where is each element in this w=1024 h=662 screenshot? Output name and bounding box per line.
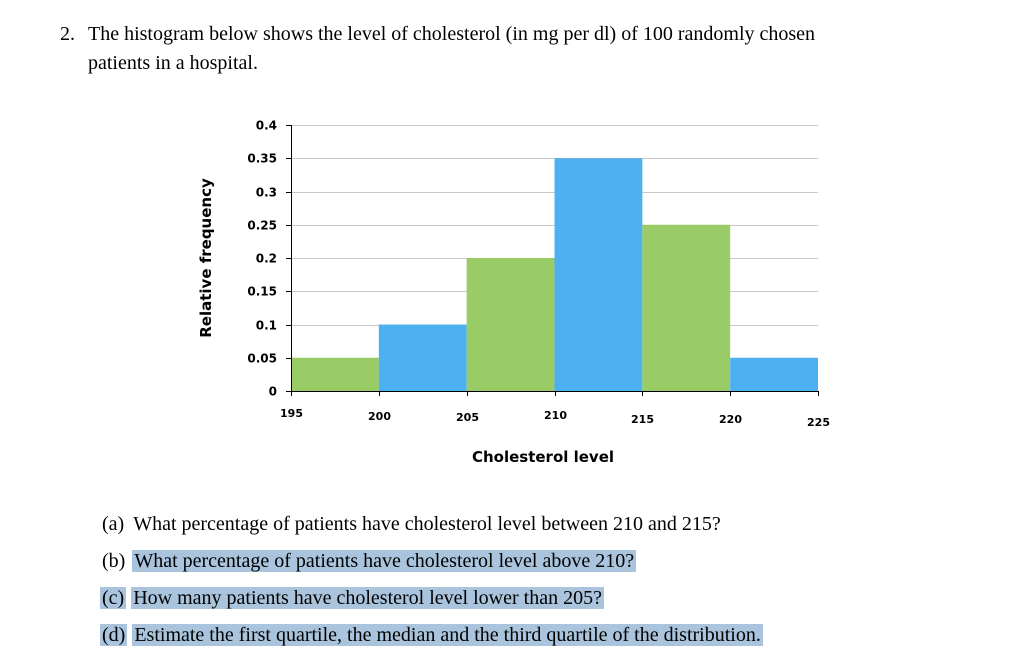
- x-tick-label: 200: [368, 410, 391, 423]
- y-axis-label: Relative frequency: [197, 178, 215, 338]
- chart-axes: [286, 125, 819, 396]
- question-line-1: The histogram below shows the level of c…: [88, 23, 816, 45]
- histogram-bar: [378, 324, 467, 391]
- subquestion-a-text: What percentage of patients have cholest…: [133, 513, 721, 535]
- tick-labels: 0 0.05 0.1 0.15 0.2 0.25 0.3 0.35 0.4 195 200 205 21…: [247, 119, 830, 430]
- question-line-2: patients in a hospital.: [88, 52, 258, 74]
- histogram-chart: 0 0.05 0.1 0.15 0.2 0.25 0.3 0.35 0.4 195 200 205 21…: [197, 119, 830, 467]
- y-tick-label: 0.35: [247, 152, 277, 166]
- y-tick-label: 0.05: [247, 352, 277, 366]
- y-tick-label: 0.2: [256, 252, 277, 266]
- subquestion-a: (a) What percentage of patients have cho…: [100, 510, 723, 538]
- histogram-bars: [291, 158, 818, 391]
- subquestion-a-label: (a): [102, 513, 125, 535]
- subquestion-c-label: (c): [100, 587, 127, 609]
- x-tick-label: 215: [631, 413, 654, 426]
- y-tick-label: 0: [269, 385, 277, 399]
- y-tick-label: 0.1: [256, 319, 277, 333]
- x-tick-label: 195: [280, 407, 303, 420]
- question-number: 2.: [60, 23, 75, 45]
- question-text: 2. The histogram below shows the level of…: [60, 20, 980, 78]
- x-tick-label: 220: [719, 413, 742, 426]
- histogram-bar: [291, 357, 379, 391]
- subquestion-b-label: (b): [102, 550, 126, 572]
- subquestion-d: (d) Estimate the first quartile, the med…: [100, 621, 763, 649]
- histogram-bar: [642, 224, 731, 391]
- subquestion-b-text: What percentage of patients have cholest…: [132, 550, 637, 572]
- y-tick-label: 0.15: [247, 285, 277, 299]
- x-tick-label: 205: [456, 411, 479, 424]
- x-axis-label: Cholesterol level: [472, 448, 614, 466]
- subquestion-c-text: How many patients have cholesterol level…: [131, 587, 604, 609]
- subquestion-b: (b) What percentage of patients have cho…: [100, 547, 637, 575]
- subquestion-c: (c) How many patients have cholesterol l…: [100, 584, 604, 612]
- histogram-bar: [554, 158, 643, 391]
- x-tick-label: 225: [807, 416, 830, 429]
- y-tick-label: 0.4: [256, 119, 277, 133]
- histogram-bar: [466, 258, 555, 391]
- histogram-bar: [730, 357, 818, 391]
- y-tick-label: 0.3: [256, 186, 277, 200]
- subquestion-d-text: Estimate the first quartile, the median …: [132, 624, 763, 646]
- x-tick-label: 210: [544, 409, 567, 422]
- subquestion-d-label: (d): [100, 624, 128, 646]
- y-tick-label: 0.25: [247, 219, 277, 233]
